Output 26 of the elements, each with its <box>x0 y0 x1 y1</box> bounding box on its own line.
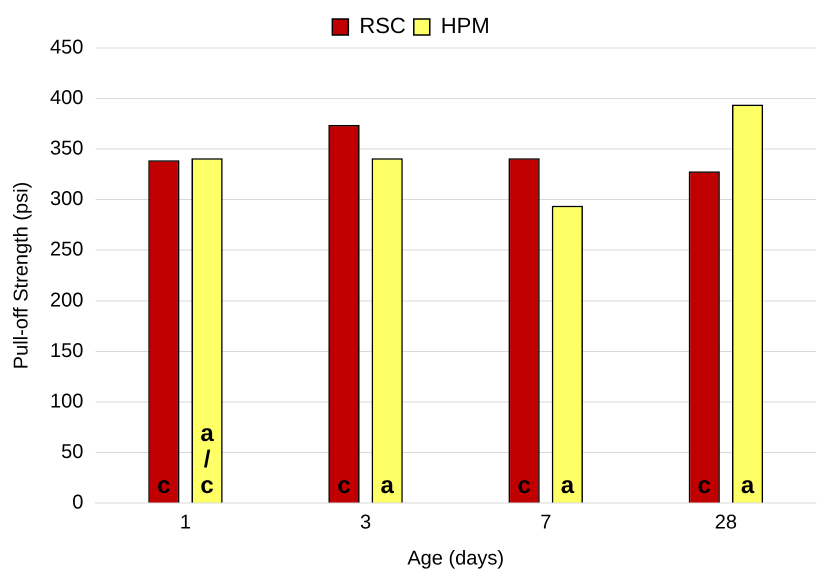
y-tick-label: 200 <box>50 289 84 312</box>
y-tick-label: 50 <box>61 440 84 463</box>
x-tick-label: 7 <box>540 512 552 534</box>
data-label: a <box>560 472 575 499</box>
x-tick-label: 1 <box>180 512 192 534</box>
data-label: a <box>380 472 395 499</box>
data-label: c <box>517 472 531 499</box>
y-tick-label: 0 <box>72 492 84 514</box>
data-label: a <box>740 472 755 499</box>
legend-label: HPM <box>440 13 490 38</box>
y-tick-label: 350 <box>50 138 84 160</box>
y-tick-label: 400 <box>50 87 84 110</box>
y-tick-label: 100 <box>50 390 84 412</box>
y-tick-label: 250 <box>50 238 84 261</box>
data-label: c <box>698 472 711 499</box>
y-axis-title: Pull-off Strength (psi) <box>10 182 33 370</box>
data-label: a/c <box>200 420 214 499</box>
y-tick-label: 450 <box>50 36 84 59</box>
legend-label: RSC <box>359 13 406 38</box>
data-label: c <box>337 472 351 499</box>
x-tick-label: 3 <box>360 512 372 534</box>
x-axis-title: Age (days) <box>407 548 504 570</box>
x-tick-label: 28 <box>714 512 738 534</box>
y-tick-label: 300 <box>50 188 84 210</box>
y-tick-label: 150 <box>50 340 84 362</box>
data-label: c <box>157 472 171 499</box>
